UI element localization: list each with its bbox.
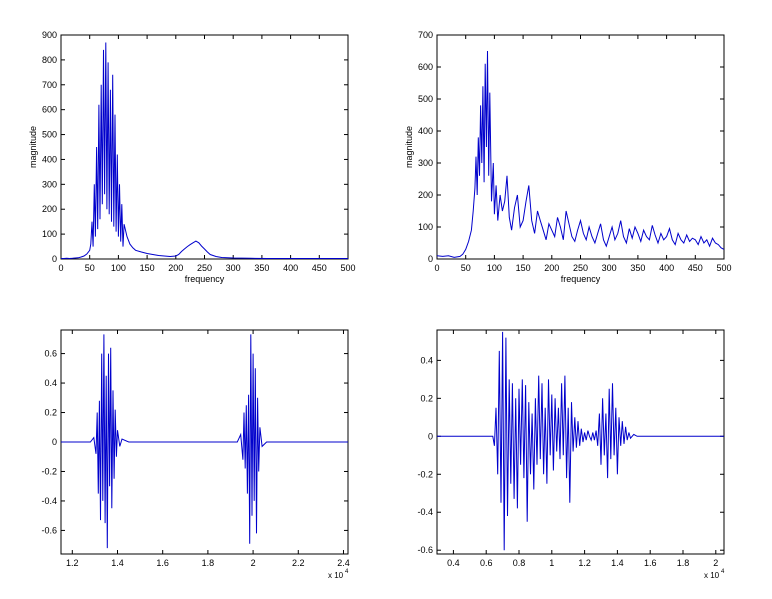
y-tick-label: 0.4: [420, 355, 433, 365]
series-line: [437, 331, 724, 551]
series-line: [61, 42, 348, 259]
x-tick-label: 150: [516, 263, 531, 273]
x-tick-label: 2: [251, 558, 256, 568]
y-tick-label: 0: [428, 254, 433, 264]
y-tick-label: 300: [42, 179, 57, 189]
x-tick-label: 1.2: [66, 558, 79, 568]
x-tick-label: 500: [716, 263, 731, 273]
x-tick-label: 350: [254, 263, 269, 273]
series-line: [61, 334, 348, 549]
x-tick-label: 2.4: [337, 558, 350, 568]
x-tick-label: 2: [713, 558, 718, 568]
y-tick-label: 0: [52, 437, 57, 447]
x-tick-label: 400: [283, 263, 298, 273]
x-tick-label: 1: [549, 558, 554, 568]
y-axis-label: magnitude: [28, 126, 38, 168]
series-line: [437, 50, 724, 258]
x-exponent-label: x 10: [328, 571, 344, 580]
x-axis-label: frequency: [185, 274, 225, 284]
x-tick-label: 100: [487, 263, 502, 273]
y-tick-label: -0.2: [417, 469, 433, 479]
plot-4: 0.4 0.6 0.8 1 1.2 1.4 1.6 1.8 2 -0.6 -0.4 -0.2 0 0.2 0…: [417, 329, 725, 580]
y-tick-label: 500: [42, 130, 57, 140]
y-tick-label: 500: [418, 94, 433, 104]
y-tick-label: -0.2: [41, 466, 57, 476]
x-tick-label: 250: [197, 263, 212, 273]
x-tick-label: 250: [573, 263, 588, 273]
x-tick-label: 500: [340, 263, 355, 273]
x-tick-label: 400: [659, 263, 674, 273]
x-tick-label: 1.2: [578, 558, 591, 568]
x-exponent-power: 4: [721, 569, 725, 575]
x-tick-label: 100: [111, 263, 126, 273]
x-tick-label: 2.2: [292, 558, 305, 568]
y-tick-label: 900: [42, 30, 57, 40]
x-tick-label: 200: [544, 263, 559, 273]
y-tick-label: -0.4: [417, 507, 433, 517]
x-tick-label: 50: [461, 263, 471, 273]
x-tick-label: 1.4: [111, 558, 124, 568]
y-tick-label: -0.4: [41, 496, 57, 506]
plot-2: 0 50 100 150 200 250 300 350 400 450 500 0 100 200 300…: [404, 30, 732, 284]
x-tick-label: 0.6: [480, 558, 493, 568]
plot-1: 0 50 100 150 200 250 300 350 400 450 500 0 100 200 300…: [28, 30, 356, 284]
y-tick-label: -0.6: [41, 525, 57, 535]
plots: 0 50 100 150 200 250 300 350 400 450 5000100200300…: [28, 30, 732, 580]
y-tick-label: 200: [42, 204, 57, 214]
x-tick-label: 50: [85, 263, 95, 273]
y-axis-label: magnitude: [404, 126, 414, 168]
y-tick-label: 400: [418, 126, 433, 136]
y-tick-label: 0.4: [44, 378, 57, 388]
y-tick-label: 200: [418, 190, 433, 200]
y-tick-label: 0.2: [420, 393, 433, 403]
y-tick-label: 100: [42, 229, 57, 239]
y-tick-label: 600: [42, 105, 57, 115]
x-tick-label: 300: [602, 263, 617, 273]
y-tick-label: 700: [42, 80, 57, 90]
y-tick-label: 800: [42, 55, 57, 65]
x-tick-label: 450: [312, 263, 327, 273]
y-tick-label: 400: [42, 154, 57, 164]
y-tick-label: 700: [418, 30, 433, 40]
x-exponent-label: x 10: [704, 571, 720, 580]
y-tick-label: 0: [52, 254, 57, 264]
x-tick-label: 300: [226, 263, 241, 273]
x-tick-label: 350: [630, 263, 645, 273]
x-exponent-power: 4: [345, 569, 349, 575]
y-tick-label: 100: [418, 222, 433, 232]
x-tick-label: 0: [58, 263, 63, 273]
y-tick-label: 300: [418, 158, 433, 168]
x-tick-label: 200: [168, 263, 183, 273]
x-tick-label: 1.6: [644, 558, 657, 568]
x-tick-label: 1.6: [156, 558, 169, 568]
y-tick-label: 0.6: [44, 349, 57, 359]
plot-3: 1.2 1.4 1.6 1.8 2 2.2 2.4 -0.6 -0.4 -0.2 0 0.2 0.4 0.…: [41, 329, 350, 580]
x-tick-label: 1.4: [611, 558, 624, 568]
x-axis-label: frequency: [561, 274, 601, 284]
x-tick-label: 0.4: [447, 558, 460, 568]
y-tick-label: 0: [428, 431, 433, 441]
y-tick-label: -0.6: [417, 545, 433, 555]
x-tick-label: 150: [140, 263, 155, 273]
y-tick-label: 600: [418, 62, 433, 72]
x-tick-label: 0.8: [513, 558, 526, 568]
x-tick-label: 1.8: [202, 558, 215, 568]
x-tick-label: 450: [688, 263, 703, 273]
x-tick-label: 1.8: [677, 558, 690, 568]
y-tick-label: 0.2: [44, 408, 57, 418]
x-tick-label: 0: [434, 263, 439, 273]
